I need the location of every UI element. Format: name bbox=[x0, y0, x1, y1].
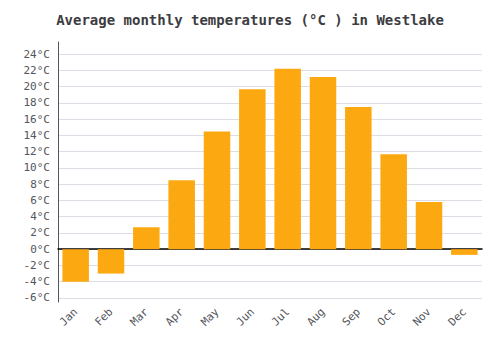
svg-text:Average monthly temperatures (: Average monthly temperatures (°C ) in We… bbox=[56, 12, 444, 28]
svg-text:2°C: 2°C bbox=[30, 226, 50, 239]
svg-text:Apr: Apr bbox=[163, 305, 186, 328]
svg-text:Dec: Dec bbox=[446, 305, 469, 328]
svg-text:8°C: 8°C bbox=[30, 178, 50, 191]
svg-text:Sep: Sep bbox=[340, 305, 363, 328]
svg-text:Nov: Nov bbox=[410, 305, 433, 328]
svg-text:6°C: 6°C bbox=[30, 194, 50, 207]
svg-text:10°C: 10°C bbox=[24, 161, 51, 174]
svg-text:18°C: 18°C bbox=[24, 96, 51, 109]
svg-text:Jan: Jan bbox=[57, 305, 80, 328]
svg-text:14°C: 14°C bbox=[24, 129, 51, 142]
svg-text:-6°C: -6°C bbox=[24, 291, 51, 304]
svg-text:-2°C: -2°C bbox=[24, 259, 51, 272]
svg-text:0°C: 0°C bbox=[30, 243, 50, 256]
svg-text:May: May bbox=[198, 305, 221, 328]
svg-text:-4°C: -4°C bbox=[24, 275, 51, 288]
svg-text:24°C: 24°C bbox=[24, 48, 51, 61]
svg-text:Oct: Oct bbox=[375, 305, 398, 328]
svg-text:Jul: Jul bbox=[269, 305, 292, 328]
svg-text:16°C: 16°C bbox=[24, 113, 51, 126]
svg-text:12°C: 12°C bbox=[24, 145, 51, 158]
svg-text:22°C: 22°C bbox=[24, 64, 51, 77]
svg-text:Aug: Aug bbox=[304, 305, 327, 328]
svg-text:Mar: Mar bbox=[128, 305, 151, 328]
svg-text:20°C: 20°C bbox=[24, 80, 51, 93]
svg-text:Feb: Feb bbox=[92, 305, 115, 328]
svg-text:Jun: Jun bbox=[234, 305, 257, 328]
svg-text:4°C: 4°C bbox=[30, 210, 50, 223]
